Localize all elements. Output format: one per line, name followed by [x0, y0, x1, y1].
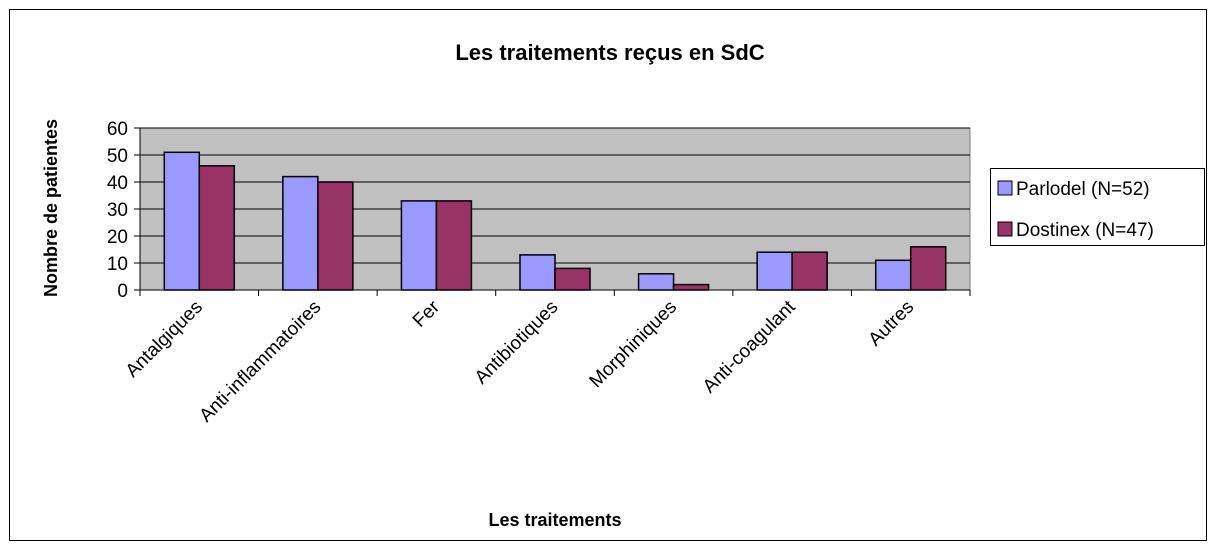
x-axis-label: Les traitements — [488, 510, 621, 530]
legend-label: Dostinex (N=47) — [1016, 220, 1154, 241]
y-tick-label: 30 — [107, 200, 128, 221]
bar — [874, 259, 912, 291]
y-tick-label: 60 — [107, 119, 128, 140]
legend-label: Parlodel (N=52) — [1016, 179, 1150, 200]
y-tick-label: 40 — [107, 173, 128, 194]
y-tick-label: 20 — [107, 227, 128, 248]
y-axis-label: Nombre de patientes — [41, 119, 61, 297]
y-tick-label: 0 — [117, 281, 128, 302]
legend-swatch — [997, 180, 1013, 196]
bar — [435, 200, 473, 291]
bar — [791, 251, 828, 291]
bar — [400, 200, 438, 291]
bar — [317, 181, 354, 291]
y-tick-label: 50 — [107, 146, 128, 167]
bar — [282, 175, 319, 291]
y-tick-label: 10 — [107, 254, 128, 275]
chart-title: Les traitements reçus en SdC — [455, 40, 764, 65]
bar — [756, 251, 793, 291]
legend — [990, 168, 1205, 246]
bar — [909, 246, 947, 291]
legend-swatch — [997, 221, 1013, 237]
bar — [637, 273, 675, 291]
bar — [198, 165, 236, 291]
bar — [519, 254, 556, 291]
bar — [554, 267, 591, 291]
bar — [672, 283, 710, 291]
bar — [163, 151, 201, 291]
